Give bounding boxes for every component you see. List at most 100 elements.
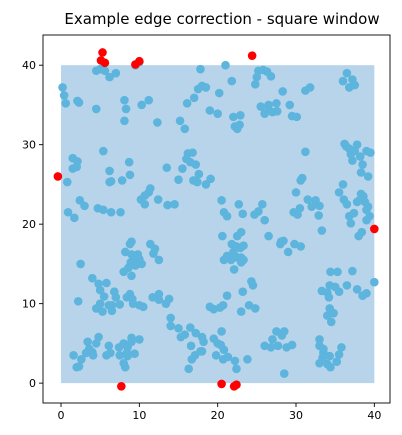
x-tick-label: 20 (211, 409, 225, 422)
point-inside (356, 168, 366, 177)
point-inside (144, 95, 154, 105)
point-inside (126, 258, 136, 267)
point-inside (188, 148, 197, 157)
point-inside (184, 364, 193, 374)
point-inside (362, 205, 371, 215)
point-inside (189, 93, 199, 103)
point-inside (326, 362, 335, 372)
point-inside (296, 176, 306, 185)
y-tick-label: 10 (22, 298, 36, 311)
point-inside (363, 172, 373, 181)
point-inside (236, 110, 245, 120)
point-inside (88, 273, 97, 283)
point-inside (186, 341, 196, 351)
point-inside (332, 357, 342, 366)
point-inside (84, 344, 94, 354)
point-inside (127, 271, 136, 281)
point-inside (117, 176, 127, 185)
point-inside (238, 209, 248, 219)
point-inside (100, 66, 110, 76)
point-inside (120, 116, 129, 126)
point-inside (91, 104, 101, 114)
point-outside (100, 58, 110, 68)
point-inside (140, 199, 150, 209)
point-inside (239, 241, 248, 250)
point-inside (153, 195, 163, 204)
axes-frame (42, 34, 391, 404)
point-inside (346, 219, 356, 228)
point-inside (99, 292, 109, 301)
point-inside (120, 362, 130, 372)
point-inside (175, 116, 185, 126)
point-inside (137, 100, 146, 110)
point-inside (268, 335, 277, 344)
point-inside (127, 237, 136, 246)
point-inside (193, 177, 202, 187)
point-inside (213, 109, 222, 118)
point-inside (266, 72, 276, 81)
point-inside (250, 304, 260, 313)
x-tick-label: 0 (58, 409, 65, 422)
point-inside (272, 107, 282, 116)
point-inside (69, 351, 78, 360)
point-inside (314, 211, 324, 220)
point-inside (232, 364, 241, 374)
point-inside (264, 231, 273, 241)
point-inside (260, 215, 269, 225)
x-tick-label: 40 (367, 409, 381, 422)
point-inside (319, 348, 328, 358)
point-inside (70, 213, 79, 223)
point-inside (296, 242, 306, 251)
point-inside (205, 302, 215, 312)
point-inside (119, 267, 128, 277)
point-inside (74, 362, 84, 371)
point-inside (138, 302, 148, 312)
point-inside (76, 259, 85, 269)
point-inside (214, 88, 224, 98)
point-inside (211, 351, 221, 360)
x-tick-label: 10 (132, 409, 146, 422)
point-outside (53, 172, 63, 181)
point-inside (362, 289, 371, 298)
point-inside (123, 351, 132, 361)
point-outside (247, 51, 257, 60)
point-inside (315, 201, 324, 211)
point-inside (317, 226, 327, 235)
point-inside (234, 199, 244, 209)
point-inside (107, 300, 117, 310)
point-inside (161, 299, 171, 308)
point-inside (279, 327, 289, 336)
point-inside (201, 83, 211, 92)
point-inside (99, 146, 108, 156)
point-inside (106, 348, 115, 358)
point-inside (229, 112, 238, 122)
point-inside (217, 196, 226, 205)
point-inside (144, 188, 154, 197)
y-tick-label: 30 (22, 139, 36, 152)
point-inside (174, 323, 183, 333)
point-inside (99, 205, 108, 215)
point-inside (77, 354, 86, 364)
point-inside (325, 304, 334, 313)
point-inside (150, 244, 160, 254)
point-inside (180, 330, 190, 339)
point-inside (307, 202, 316, 211)
point-inside (63, 207, 73, 217)
point-inside (196, 347, 205, 356)
point-inside (289, 207, 298, 217)
point-inside (88, 351, 98, 360)
point-inside (166, 313, 175, 323)
point-inside (116, 207, 125, 217)
y-tick-label: 20 (22, 218, 36, 231)
point-inside (170, 199, 179, 209)
point-inside (355, 152, 365, 161)
point-inside (279, 369, 289, 378)
axes-layer: 0 10 20 30 40 0 10 20 30 40 (22, 34, 391, 422)
point-inside (166, 321, 175, 331)
point-inside (342, 68, 352, 78)
point-inside (278, 87, 287, 96)
point-inside (229, 265, 239, 274)
point-inside (191, 328, 201, 338)
point-inside (125, 170, 135, 180)
